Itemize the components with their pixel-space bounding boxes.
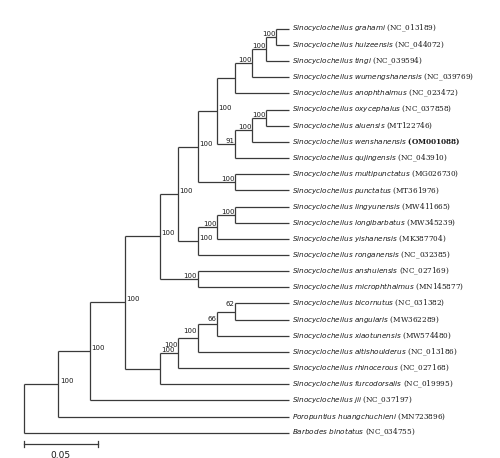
- Text: $\it{Sinocyclocheilus}$ $\it{yishanensis}$ (MK387704): $\it{Sinocyclocheilus}$ $\it{yishanensis…: [292, 234, 446, 244]
- Text: 100: 100: [252, 43, 266, 49]
- Text: $\it{Sinocyclocheilus}$ $\it{huizeensis}$ (NC_044072): $\it{Sinocyclocheilus}$ $\it{huizeensis}…: [292, 39, 445, 50]
- Text: 0.05: 0.05: [51, 451, 71, 458]
- Text: $\it{Sinocyclocheilus}$ $\it{tingi}$ (NC_039594): $\it{Sinocyclocheilus}$ $\it{tingi}$ (NC…: [292, 55, 422, 67]
- Text: $\it{Sinocyclocheilus}$ $\it{rhinocerous}$ (NC_027168): $\it{Sinocyclocheilus}$ $\it{rhinocerous…: [292, 362, 450, 374]
- Text: $\it{Sinocyclocheilus}$ $\it{angularis}$ (MW362289): $\it{Sinocyclocheilus}$ $\it{angularis}$…: [292, 315, 440, 325]
- Text: 100: 100: [162, 230, 175, 236]
- Text: 100: 100: [221, 208, 234, 215]
- Text: 100: 100: [218, 104, 232, 110]
- Text: 62: 62: [226, 301, 234, 307]
- Text: $\it{Sinocyclocheilus}$ $\it{xiaotunensis}$ (MW574480): $\it{Sinocyclocheilus}$ $\it{xiaotunensi…: [292, 331, 452, 341]
- Text: $\it{Sinocyclocheilus}$ $\it{wenshanensis}$ (OM001088): $\it{Sinocyclocheilus}$ $\it{wenshanensi…: [292, 137, 461, 147]
- Text: $\it{Sinocyclocheilus}$ $\it{altishoulderus}$ (NC_013186): $\it{Sinocyclocheilus}$ $\it{altishoulde…: [292, 346, 458, 358]
- Text: 100: 100: [262, 31, 276, 37]
- Text: 100: 100: [238, 124, 252, 130]
- Text: $\it{Sinocyclocheilus}$ $\it{jii}$ (NC_037197): $\it{Sinocyclocheilus}$ $\it{jii}$ (NC_0…: [292, 395, 413, 406]
- Text: $\it{Poropuntius}$ $\it{huangchuchieni}$ (MN723896): $\it{Poropuntius}$ $\it{huangchuchieni}$…: [292, 411, 446, 422]
- Text: $\it{Sinocyclocheilus}$ $\it{aluensis}$ (MT122746): $\it{Sinocyclocheilus}$ $\it{aluensis}$ …: [292, 120, 434, 131]
- Text: $\it{Sinocyclocheilus}$ $\it{grahami}$ (NC_013189): $\it{Sinocyclocheilus}$ $\it{grahami}$ (…: [292, 23, 437, 34]
- Text: 100: 100: [238, 57, 252, 63]
- Text: $\it{Sinocyclocheilus}$ $\it{microphthalmus}$ (MN145877): $\it{Sinocyclocheilus}$ $\it{microphthal…: [292, 282, 464, 293]
- Text: $\it{Sinocyclocheilus}$ $\it{lingyunensis}$ (MW411665): $\it{Sinocyclocheilus}$ $\it{lingyunensi…: [292, 202, 452, 212]
- Text: 100: 100: [199, 141, 212, 147]
- Text: 100: 100: [162, 347, 175, 353]
- Text: $\it{Sinocyclocheilus}$ $\it{multipunctatus}$ (MG026730): $\it{Sinocyclocheilus}$ $\it{multipuncta…: [292, 169, 460, 180]
- Text: $\it{Sinocyclocheilus}$ $\it{qujingensis}$ (NC_043910): $\it{Sinocyclocheilus}$ $\it{qujingensis…: [292, 153, 448, 164]
- Text: 100: 100: [126, 296, 140, 302]
- Text: $\it{Sinocyclocheilus}$ $\it{ronganensis}$ (NC_032385): $\it{Sinocyclocheilus}$ $\it{ronganensis…: [292, 249, 451, 261]
- Text: $\it{Sinocyclocheilus}$ $\it{anshuiensis}$ (NC_027169): $\it{Sinocyclocheilus}$ $\it{anshuiensis…: [292, 266, 450, 277]
- Text: 100: 100: [203, 221, 216, 227]
- Text: 100: 100: [252, 112, 266, 118]
- Text: 100: 100: [91, 345, 104, 351]
- Text: 100: 100: [184, 328, 197, 334]
- Text: $\it{Sinocyclocheilus}$ $\it{oxycephalus}$ (NC_037858): $\it{Sinocyclocheilus}$ $\it{oxycephalus…: [292, 104, 452, 115]
- Text: $\it{Barbodes}$ $\it{binotatus}$ (NC_034755): $\it{Barbodes}$ $\it{binotatus}$ (NC_034…: [292, 427, 416, 438]
- Text: 100: 100: [180, 188, 193, 194]
- Text: $\it{Sinocyclocheilus}$ $\it{longibarbatus}$ (MW345239): $\it{Sinocyclocheilus}$ $\it{longibarbat…: [292, 218, 456, 228]
- Text: 91: 91: [226, 138, 234, 144]
- Text: 66: 66: [208, 316, 216, 322]
- Text: $\it{Sinocyclocheilus}$ $\it{wumengshanensis}$ (NC_039769): $\it{Sinocyclocheilus}$ $\it{wumengshane…: [292, 71, 474, 83]
- Text: 100: 100: [164, 342, 177, 348]
- Text: $\it{Sinocyclocheilus}$ $\it{furcodorsalis}$ (NC_019995): $\it{Sinocyclocheilus}$ $\it{furcodorsal…: [292, 379, 454, 390]
- Text: 100: 100: [184, 273, 197, 279]
- Text: 100: 100: [199, 235, 212, 241]
- Text: $\it{Sinocyclocheilus}$ $\it{bicornutus}$ (NC_031382): $\it{Sinocyclocheilus}$ $\it{bicornutus}…: [292, 298, 445, 309]
- Text: $\it{Sinocyclocheilus}$ $\it{punctatus}$ (MT361976): $\it{Sinocyclocheilus}$ $\it{punctatus}$…: [292, 185, 440, 196]
- Text: $\it{Sinocyclocheilus}$ $\it{anophthalmus}$ (NC_023472): $\it{Sinocyclocheilus}$ $\it{anophthalmu…: [292, 88, 459, 99]
- Text: 100: 100: [60, 378, 74, 384]
- Text: 100: 100: [221, 176, 234, 182]
